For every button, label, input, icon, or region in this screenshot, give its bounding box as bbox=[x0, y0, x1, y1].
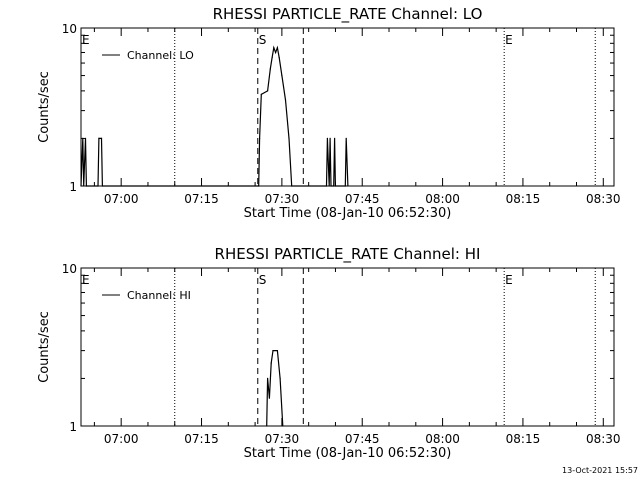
panel1-data-point bbox=[278, 57, 280, 59]
panel1-data-point bbox=[258, 185, 260, 187]
panel1-data-point bbox=[333, 185, 335, 187]
panel1-x-tick-label: 07:45 bbox=[345, 192, 380, 206]
panel2-x-tick-label: 08:30 bbox=[586, 432, 621, 446]
panel2-data-point bbox=[270, 362, 272, 364]
panel2-series-line bbox=[266, 350, 284, 427]
panel1-data-point bbox=[325, 185, 328, 187]
panel2-chart-title: RHESSI PARTICLE_RATE Channel: HI bbox=[215, 245, 481, 264]
panel1-data-point bbox=[326, 137, 328, 139]
panel1-chart-title: RHESSI PARTICLE_RATE Channel: LO bbox=[213, 5, 483, 24]
panel2-x-tick-label: 07:45 bbox=[345, 432, 380, 446]
panel2-marker-label: E bbox=[505, 273, 513, 287]
panel2-x-tick-label: 08:15 bbox=[506, 432, 541, 446]
panel1-data-point bbox=[83, 185, 85, 187]
panel1-data-point bbox=[97, 185, 99, 187]
panel1-data-point bbox=[98, 137, 100, 139]
panel1-data-point bbox=[347, 185, 349, 187]
panel1-x-tick-label: 08:15 bbox=[506, 192, 541, 206]
panel1-data-point bbox=[284, 99, 287, 101]
panel1-legend-label: Channel: LO bbox=[127, 49, 194, 62]
panel2-data-point bbox=[268, 397, 270, 399]
panel2-y-axis-label: Counts/sec bbox=[37, 311, 52, 383]
panel1-data-point bbox=[82, 137, 84, 139]
panel1-data-point bbox=[288, 137, 290, 139]
panel1-marker-label: S bbox=[259, 33, 267, 47]
panel2-x-tick-label: 07:15 bbox=[184, 432, 219, 446]
panel1-data-point bbox=[100, 137, 103, 139]
panel1-data-point bbox=[291, 185, 293, 187]
panel1-marker-label: E bbox=[82, 33, 90, 47]
panel1-data-point bbox=[85, 185, 87, 187]
panel2-marker-label: E bbox=[82, 273, 90, 287]
panel1-data-point bbox=[334, 185, 336, 187]
panel1-data-point bbox=[276, 47, 278, 49]
panel1-x-tick-label: 08:00 bbox=[425, 192, 460, 206]
panel1-y-tick-label-1: 1 bbox=[69, 180, 77, 194]
panel2-y-tick-label-1: 1 bbox=[69, 420, 77, 434]
panel1-y-axis-label: Counts/sec bbox=[37, 71, 52, 143]
panel1-data-point bbox=[334, 137, 336, 139]
panel2-y-tick-label-10: 10 bbox=[62, 262, 77, 276]
panel1-data-point bbox=[101, 185, 103, 187]
panel2-data-point bbox=[267, 377, 269, 379]
panel1-data-point bbox=[80, 185, 82, 187]
panel1-x-axis-label: Start Time (08-Jan-10 06:52:30) bbox=[244, 206, 452, 221]
panel1-marker-label: E bbox=[505, 33, 513, 47]
panel1-series-line bbox=[80, 45, 349, 187]
panel1-data-point bbox=[271, 57, 273, 59]
panel2-data-point bbox=[279, 377, 281, 379]
panel1-data-point bbox=[328, 185, 330, 187]
panel1-data-point bbox=[344, 185, 346, 187]
panel2-data-point bbox=[276, 350, 278, 352]
panel1-data-point bbox=[281, 75, 283, 77]
panel1-data-point bbox=[269, 68, 271, 70]
panel1-y-tick-label-10: 10 bbox=[62, 22, 77, 36]
panel1-x-tick-label: 07:15 bbox=[184, 192, 219, 206]
panel1-data-point bbox=[267, 90, 269, 92]
panel2-marker-label: S bbox=[259, 273, 267, 287]
panel1-data-point bbox=[260, 93, 262, 95]
panel1-data-point bbox=[273, 47, 275, 49]
panel1-data-point bbox=[329, 137, 331, 139]
panel1-data-point bbox=[259, 137, 261, 139]
panel2-data-point bbox=[272, 350, 274, 352]
footer-timestamp: 13-Oct-2021 15:57 bbox=[562, 466, 638, 475]
panel1-x-tick-label: 07:00 bbox=[104, 192, 139, 206]
panel1-x-tick-label: 07:30 bbox=[265, 192, 300, 206]
panel2-x-tick-label: 08:00 bbox=[425, 432, 460, 446]
panel1-data-point bbox=[345, 137, 347, 139]
panel2-data-point bbox=[266, 425, 268, 427]
panel2-x-tick-label: 07:30 bbox=[265, 432, 300, 446]
panel1-x-tick-label: 08:30 bbox=[586, 192, 621, 206]
panel2-x-tick-label: 07:00 bbox=[104, 432, 139, 446]
panel1-data-point bbox=[84, 137, 87, 139]
panel2-legend-label: Channel: HI bbox=[127, 289, 191, 302]
panel2-x-axis-label: Start Time (08-Jan-10 06:52:30) bbox=[244, 446, 452, 461]
panel2-data-point bbox=[282, 425, 284, 427]
panel1-data-point bbox=[330, 185, 332, 187]
panel1-data-point bbox=[275, 51, 277, 54]
